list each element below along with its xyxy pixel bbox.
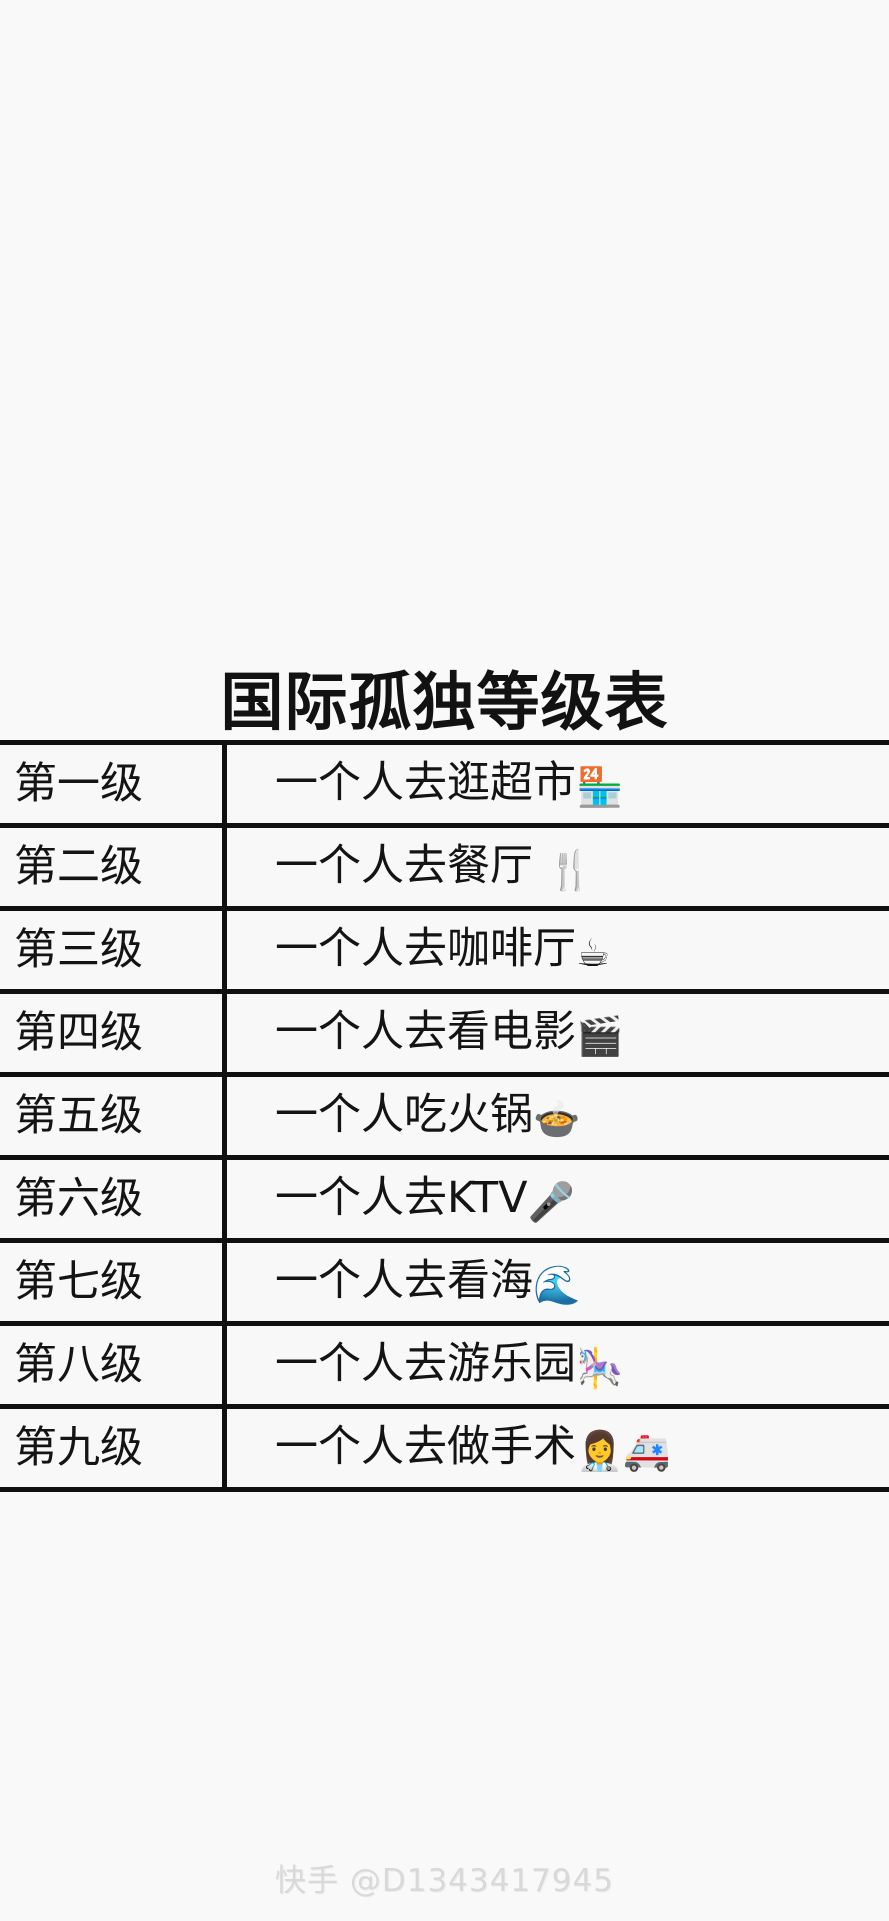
level-cell: 第三级: [0, 908, 227, 994]
description-cell: 一个人去咖啡厅☕: [224, 908, 889, 994]
description-label: 一个人去KTV🎤: [227, 1177, 889, 1224]
fork-and-knife-icon: 🍴: [546, 848, 594, 892]
description-label: 一个人去咖啡厅☕: [227, 928, 889, 975]
level-cell: 第七级: [0, 1240, 227, 1326]
description-text: 一个人去游乐园: [275, 1339, 576, 1389]
description-cell: 一个人去做手术👩‍⚕️🚑: [224, 1406, 889, 1492]
table-row: 第九级 一个人去做手术👩‍⚕️🚑: [0, 1406, 889, 1492]
level-label: 第九级: [14, 1422, 143, 1473]
description-text: 一个人去餐厅: [275, 841, 547, 891]
description-cell: 一个人吃火锅🍲: [224, 1074, 889, 1160]
convenience-store-icon: 🏪: [576, 765, 624, 809]
pot-of-food-icon: 🍲: [533, 1097, 581, 1141]
table-row: 第五级 一个人吃火锅🍲: [0, 1074, 889, 1160]
description-text: 一个人去KTV: [275, 1173, 528, 1223]
watermark-text: 快手 @D1343417945: [275, 1863, 614, 1899]
level-label: 第四级: [14, 1007, 143, 1058]
description-cell: 一个人去逛超市🏪: [224, 740, 889, 828]
table-body: 第一级 一个人去逛超市🏪 第二级 一个人去餐厅 🍴 第三级: [0, 740, 889, 1492]
description-label: 一个人去游乐园🎠: [227, 1343, 889, 1390]
description-text: 一个人去做手术: [275, 1422, 576, 1472]
table-row: 第二级 一个人去餐厅 🍴: [0, 825, 889, 911]
table-row: 第四级 一个人去看电影🎬: [0, 991, 889, 1077]
level-cell: 第四级: [0, 991, 227, 1077]
water-wave-icon: 🌊: [533, 1263, 581, 1307]
level-cell: 第八级: [0, 1323, 227, 1409]
description-label: 一个人去餐厅 🍴: [227, 845, 889, 892]
level-label: 第五级: [14, 1090, 143, 1141]
description-cell: 一个人去看海🌊: [224, 1240, 889, 1326]
table-row: 第七级 一个人去看海🌊: [0, 1240, 889, 1326]
top-blank-area: [0, 0, 889, 620]
description-label: 一个人去逛超市🏪: [227, 762, 889, 809]
carousel-horse-icon: 🎠: [576, 1346, 624, 1390]
description-text: 一个人吃火锅: [275, 1090, 533, 1140]
watermark-area: 快手 @D1343417945: [0, 1855, 889, 1900]
description-text: 一个人去看海: [275, 1256, 533, 1306]
level-cell: 第九级: [0, 1406, 227, 1492]
description-label: 一个人去看电影🎬: [227, 1011, 889, 1058]
description-text: 一个人去看电影: [275, 1007, 576, 1057]
description-label: 一个人吃火锅🍲: [227, 1094, 889, 1141]
level-label: 第三级: [14, 924, 143, 975]
description-cell: 一个人去KTV🎤: [224, 1157, 889, 1243]
level-label: 第八级: [14, 1339, 143, 1390]
level-label: 第二级: [14, 841, 143, 892]
level-cell: 第六级: [0, 1157, 227, 1243]
microphone-icon: 🎤: [527, 1180, 575, 1224]
level-cell: 第五级: [0, 1074, 227, 1160]
level-label: 第七级: [14, 1256, 143, 1307]
woman-health-worker-and-ambulance-icon: 👩‍⚕️🚑: [576, 1429, 671, 1473]
page-title: 国际孤独等级表: [220, 666, 669, 740]
description-cell: 一个人去游乐园🎠: [224, 1323, 889, 1409]
description-label: 一个人去做手术👩‍⚕️🚑: [227, 1426, 889, 1473]
table-row: 第六级 一个人去KTV🎤: [0, 1157, 889, 1243]
description-cell: 一个人去看电影🎬: [224, 991, 889, 1077]
loneliness-level-table: 第一级 一个人去逛超市🏪 第二级 一个人去餐厅 🍴 第三级: [0, 740, 889, 1492]
table-row: 第一级 一个人去逛超市🏪: [0, 740, 889, 828]
level-cell: 第二级: [0, 825, 227, 911]
description-label: 一个人去看海🌊: [227, 1260, 889, 1307]
level-cell: 第一级: [0, 740, 227, 828]
description-text: 一个人去咖啡厅: [275, 924, 576, 974]
title-area: 国际孤独等级表: [0, 620, 889, 740]
coffee-cup-icon: ☕: [576, 931, 611, 975]
table-row: 第三级 一个人去咖啡厅☕: [0, 908, 889, 994]
level-label: 第一级: [14, 758, 143, 809]
clapper-board-icon: 🎬: [576, 1014, 624, 1058]
table-row: 第八级 一个人去游乐园🎠: [0, 1323, 889, 1409]
description-cell: 一个人去餐厅 🍴: [224, 825, 889, 911]
level-label: 第六级: [14, 1173, 143, 1224]
description-text: 一个人去逛超市: [275, 758, 576, 808]
